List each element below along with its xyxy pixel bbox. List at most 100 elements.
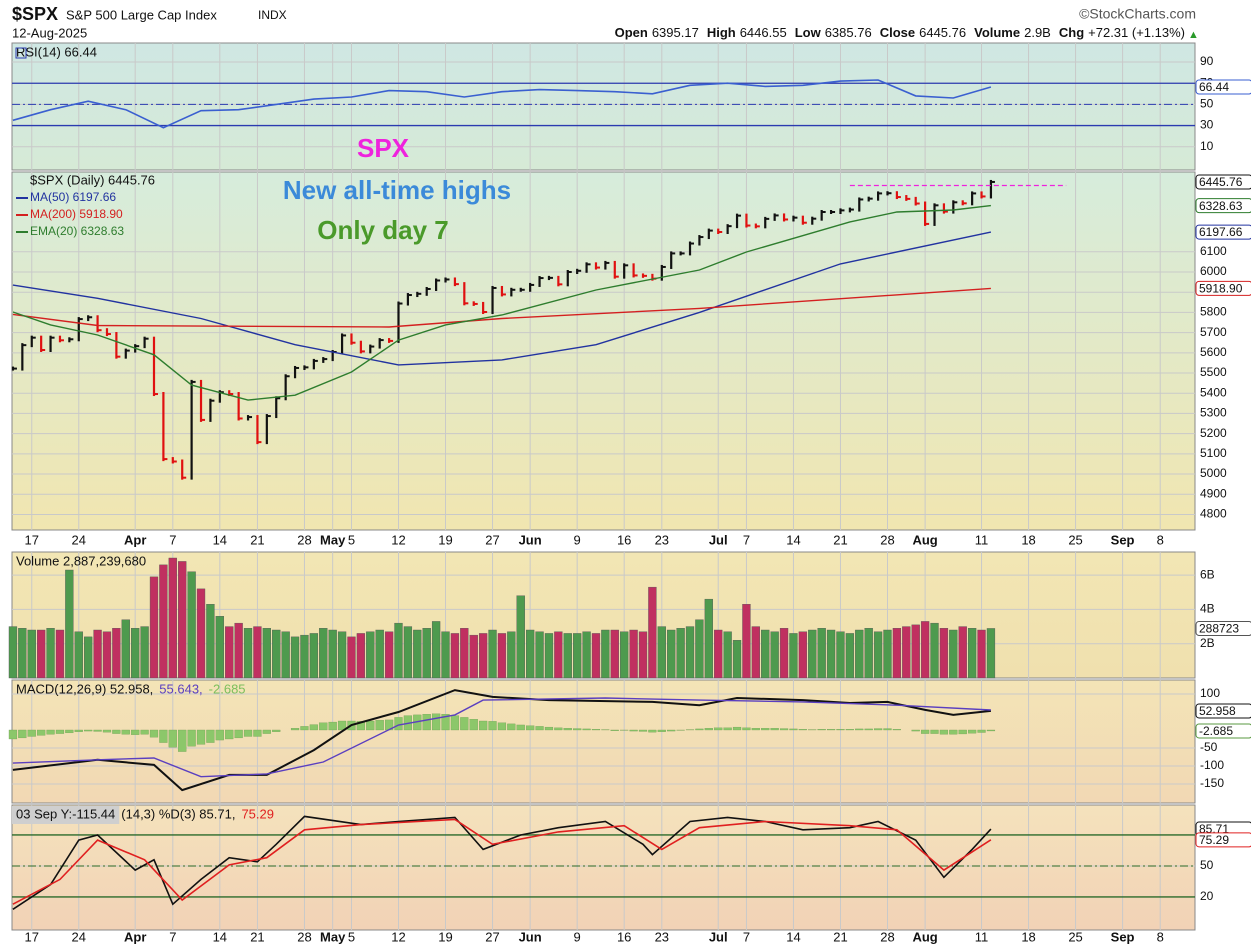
histogram-bar (591, 729, 601, 731)
price-bar (171, 457, 177, 464)
x-tick-label: 18 (1021, 929, 1035, 944)
y-tick-label: -100 (1200, 758, 1224, 772)
panel-background (11, 42, 1196, 171)
histogram-bar (544, 726, 554, 731)
volume-bar (478, 633, 488, 679)
x-tick-label: Aug (912, 929, 937, 944)
y-tick-label: 5000 (1200, 466, 1227, 480)
volume-bar (911, 624, 920, 679)
volume-bar (657, 626, 666, 679)
volume-bar (789, 633, 798, 679)
x-tick-label: 21 (833, 532, 847, 547)
x-tick-label: 5 (348, 532, 355, 547)
price-bar (886, 191, 892, 196)
volume-bar (620, 631, 629, 679)
volume-bar (102, 631, 112, 679)
histogram-bar (845, 729, 854, 731)
value-box (1195, 280, 1251, 296)
histogram-bar (977, 729, 986, 733)
price-bar (914, 196, 920, 206)
series-line (12, 697, 991, 778)
volume-bar (460, 628, 469, 679)
legend-entry: MACD(12,26,9) 52.958, (16, 681, 153, 696)
volume-bar (27, 629, 36, 679)
histogram-bar (648, 729, 657, 733)
index-name: S&P 500 Large Cap Index (66, 7, 217, 22)
histogram-bar (629, 729, 638, 732)
histogram-bar (864, 728, 873, 731)
histogram-bar (93, 729, 102, 732)
volume-bar (629, 629, 638, 679)
price-bar (143, 336, 149, 349)
histogram-bar (234, 729, 243, 739)
series-line (12, 231, 992, 366)
histogram-bar (535, 726, 544, 731)
price-bar (77, 317, 83, 342)
price-bar (472, 301, 478, 306)
volume-bar (967, 628, 977, 679)
x-tick-label: May (320, 929, 346, 944)
price-bar (510, 287, 516, 297)
y-tick-label: -150 (1200, 776, 1224, 790)
volume-bar (8, 626, 18, 679)
volume-bar (751, 626, 760, 679)
price-bar (378, 338, 384, 349)
histogram-bar (883, 728, 892, 731)
price-bar (124, 348, 130, 359)
x-tick-label: 18 (1021, 532, 1035, 547)
histogram-bar (55, 729, 65, 734)
price-bar (670, 251, 676, 269)
volume-bar (601, 629, 610, 679)
volume-bar (131, 628, 140, 679)
x-tick-label: Aug (912, 532, 937, 547)
price-bar (21, 343, 27, 371)
volume-bar (986, 628, 996, 679)
legend-icon (15, 47, 27, 59)
histogram-bar (27, 729, 36, 737)
price-bar (604, 260, 610, 270)
price-bar (322, 357, 328, 363)
histogram-bar (968, 729, 977, 734)
histogram-bar (131, 729, 140, 735)
price-bar (425, 286, 431, 296)
price-bar (952, 200, 958, 214)
x-tick-label: 7 (169, 532, 176, 547)
histogram-bar (507, 723, 516, 731)
volume-bar (610, 629, 619, 679)
price-bar (989, 179, 995, 199)
histogram-bar (206, 729, 215, 743)
volume-bar (638, 631, 648, 679)
price-bar (876, 191, 883, 201)
x-tick-label: 19 (438, 929, 452, 944)
price-bar (387, 338, 394, 343)
legend-entry: $SPX (Daily) 6445.76 (30, 172, 155, 187)
x-tick-label: Jul (709, 532, 728, 547)
x-tick-label: 28 (297, 532, 311, 547)
histogram-bar (18, 729, 27, 739)
x-tick-label: 11 (975, 929, 989, 944)
legend-entry: Volume 2,887,239,680 (16, 553, 146, 568)
y-tick-label: 20 (1200, 889, 1214, 903)
x-tick-label: 9 (574, 532, 581, 547)
x-tick-label: 14 (213, 532, 227, 547)
y-tick-label: 4800 (1200, 507, 1227, 521)
annotation: New all-time highs (283, 175, 511, 205)
volume-bar (864, 628, 873, 679)
x-tick-label: 25 (1068, 929, 1082, 944)
histogram-bar (742, 727, 751, 731)
histogram-bar (479, 720, 488, 731)
y-tick-label: 4B (1200, 602, 1215, 616)
price-bar (406, 293, 412, 306)
quote-value: 6445.76 (919, 25, 966, 40)
histogram-bar (262, 729, 271, 734)
histogram-bar (779, 728, 789, 731)
price-bar (190, 379, 196, 480)
histogram-bar (187, 729, 196, 747)
histogram-bar (610, 729, 619, 731)
x-tick-label: 23 (655, 929, 669, 944)
histogram-bar (432, 713, 441, 731)
series-line (12, 815, 992, 910)
volume-bar (300, 634, 309, 679)
x-tick-label: Sep (1111, 532, 1135, 547)
histogram-bar (554, 727, 563, 731)
